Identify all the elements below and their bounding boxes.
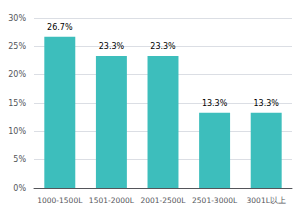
svg-text:13.3%: 13.3% bbox=[253, 99, 279, 108]
svg-text:2001-2500L: 2001-2500L bbox=[140, 196, 186, 205]
svg-text:13.3%: 13.3% bbox=[202, 99, 228, 108]
svg-text:26.7%: 26.7% bbox=[47, 23, 73, 32]
svg-text:30%: 30% bbox=[8, 14, 26, 23]
svg-text:0%: 0% bbox=[13, 184, 26, 193]
svg-text:1501-2000L: 1501-2000L bbox=[89, 196, 135, 205]
svg-text:2501-3000L: 2501-3000L bbox=[192, 196, 238, 205]
svg-text:15%: 15% bbox=[8, 99, 26, 108]
svg-text:23.3%: 23.3% bbox=[99, 42, 125, 51]
svg-text:20%: 20% bbox=[8, 70, 26, 79]
svg-text:1000-1500L: 1000-1500L bbox=[37, 196, 83, 205]
svg-text:5%: 5% bbox=[13, 155, 26, 164]
svg-text:3001L以上: 3001L以上 bbox=[247, 196, 286, 205]
svg-text:23.3%: 23.3% bbox=[150, 42, 176, 51]
svg-text:25%: 25% bbox=[8, 42, 26, 51]
svg-text:10%: 10% bbox=[8, 127, 26, 136]
